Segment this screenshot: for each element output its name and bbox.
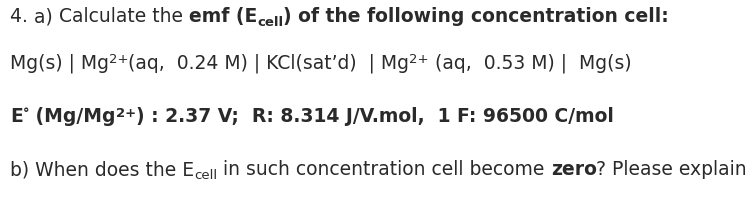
Text: ) of the following: ) of the following [283, 7, 471, 26]
Text: (aq,  0.24 M) | KCl(sat’d)  | Mg: (aq, 0.24 M) | KCl(sat’d) | Mg [128, 53, 409, 73]
Text: cell: cell [257, 16, 283, 29]
Text: (aq,  0.53 M) |  Mg(s): (aq, 0.53 M) | Mg(s) [429, 53, 632, 73]
Text: 2+: 2+ [109, 53, 128, 66]
Text: Mg(s) | Mg: Mg(s) | Mg [10, 53, 109, 73]
Text: a): a) [34, 7, 58, 26]
Text: b) When does the E: b) When does the E [10, 160, 194, 179]
Text: in such concentration cell become: in such concentration cell become [217, 160, 551, 179]
Text: °: ° [22, 107, 29, 120]
Text: cell: cell [194, 169, 217, 182]
Text: 2+: 2+ [116, 107, 136, 120]
Text: E: E [10, 107, 22, 126]
Text: ? Please explain your answer.: ? Please explain your answer. [597, 160, 747, 179]
Text: zero: zero [551, 160, 597, 179]
Text: 2+: 2+ [409, 53, 429, 66]
Text: emf (E: emf (E [189, 7, 257, 26]
Text: concentration cell:: concentration cell: [471, 7, 669, 26]
Text: Calculate the: Calculate the [58, 7, 189, 26]
Text: ) : 2.37 V;  R: 8.314 J/V.mol,  1 F: 96500 C/mol: ) : 2.37 V; R: 8.314 J/V.mol, 1 F: 96500… [136, 107, 614, 126]
Text: (Mg/Mg: (Mg/Mg [29, 107, 116, 126]
Text: 4.: 4. [10, 7, 34, 26]
